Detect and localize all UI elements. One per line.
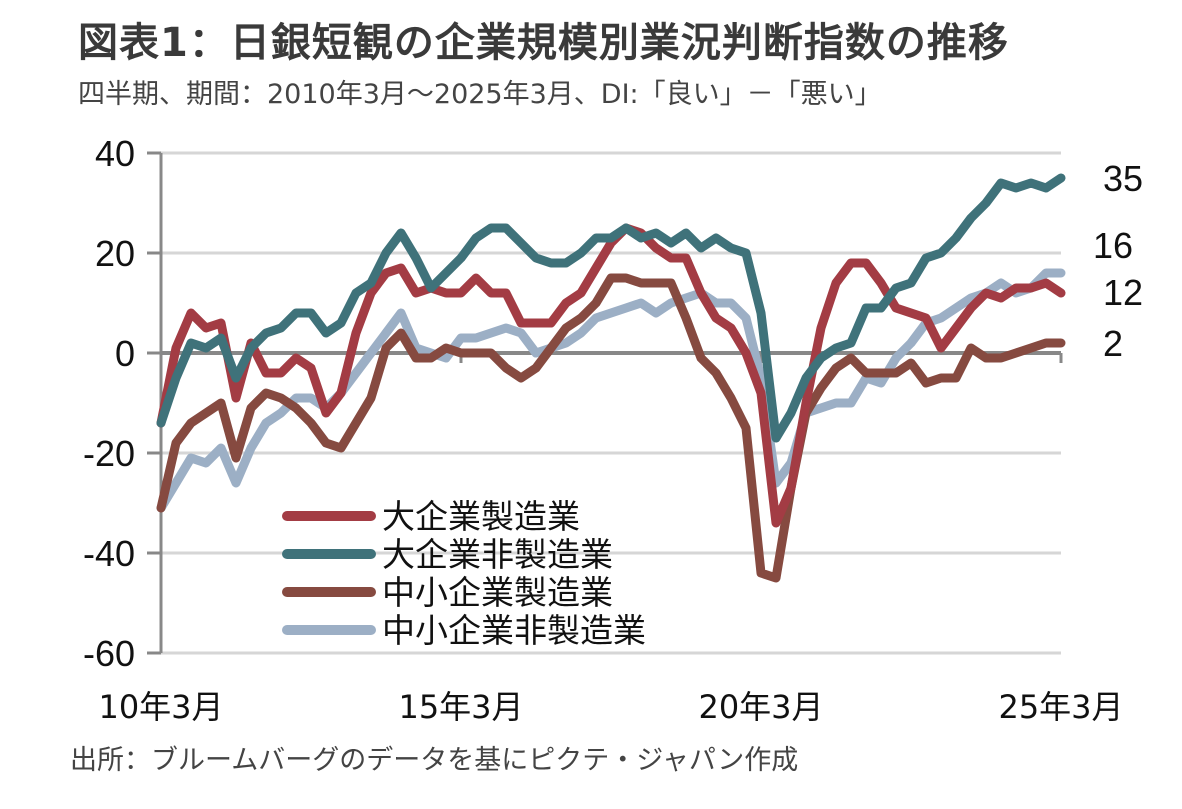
y-tick-label: 20 bbox=[95, 233, 135, 274]
end-value-labels: 35 16 12 2 bbox=[1093, 158, 1143, 364]
x-tick-label: 20年3月 bbox=[698, 688, 823, 726]
end-value-label: 2 bbox=[1103, 323, 1123, 364]
y-tick-label: -40 bbox=[83, 533, 135, 574]
legend-swatch bbox=[282, 549, 376, 559]
series-line-1 bbox=[156, 173, 1066, 443]
chart-subtitle: 四半期、期間：2010年3月～2025年3月、DI:「良い」－「悪い」 bbox=[78, 79, 882, 110]
y-tick-label: -20 bbox=[83, 433, 135, 474]
x-tick-label: 15年3月 bbox=[398, 688, 523, 726]
y-tick-label: 0 bbox=[115, 333, 135, 374]
legend-swatch bbox=[282, 511, 376, 521]
y-tick-label: -60 bbox=[83, 633, 135, 674]
y-tick-labels: 40 20 0 -20 -40 -60 bbox=[83, 133, 135, 674]
legend-label: 中小企業非製造業 bbox=[382, 611, 646, 650]
chart-title: 図表1：日銀短観の企業規模別業況判断指数の推移 bbox=[78, 20, 1009, 66]
legend-label: 大企業非製造業 bbox=[382, 535, 613, 574]
end-value-label: 12 bbox=[1103, 272, 1143, 313]
end-value-label: 16 bbox=[1093, 225, 1133, 266]
legend-swatch bbox=[282, 587, 376, 597]
y-tick-label: 40 bbox=[95, 133, 135, 174]
series-line-2 bbox=[156, 273, 1066, 583]
series-line-3 bbox=[156, 268, 1066, 513]
legend-swatch bbox=[282, 625, 376, 635]
series-lines bbox=[156, 173, 1066, 583]
x-tick-label: 10年3月 bbox=[98, 688, 223, 726]
x-tick-labels: 10年3月 15年3月 20年3月 25年3月 bbox=[98, 688, 1123, 726]
end-value-label: 35 bbox=[1103, 158, 1143, 199]
series-line-0 bbox=[156, 223, 1066, 528]
legend-label: 中小企業製造業 bbox=[382, 573, 613, 612]
legend-label: 大企業製造業 bbox=[382, 497, 580, 536]
x-tick-label: 25年3月 bbox=[998, 688, 1123, 726]
source-note: 出所：ブルームバーグのデータを基にピクテ・ジャパン作成 bbox=[70, 745, 799, 776]
